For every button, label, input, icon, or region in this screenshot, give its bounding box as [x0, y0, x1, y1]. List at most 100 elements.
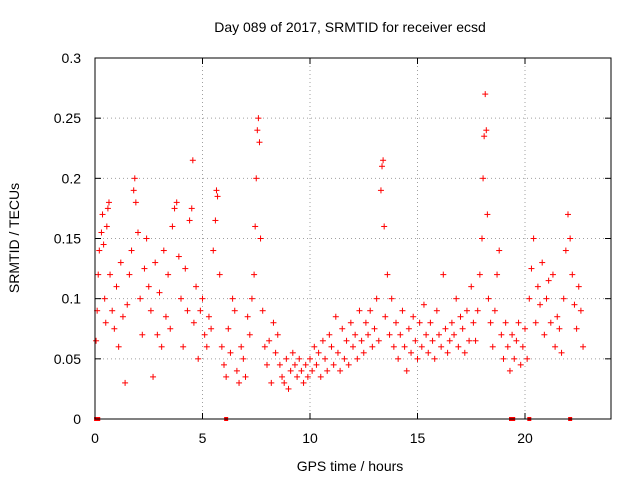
data-point [189, 157, 196, 164]
data-point [141, 265, 148, 272]
data-point [285, 385, 292, 392]
data-point [526, 295, 533, 302]
data-point [257, 235, 264, 242]
data-point [309, 367, 316, 374]
data-point [463, 307, 470, 314]
data-point [474, 307, 481, 314]
data-point [444, 349, 451, 356]
data-point [261, 343, 268, 350]
data-point [223, 373, 230, 380]
data-point [489, 343, 496, 350]
data-point [210, 247, 217, 254]
data-point [375, 337, 382, 344]
data-point [98, 229, 105, 236]
data-point [390, 343, 397, 350]
data-point [165, 271, 172, 278]
data-point [569, 271, 576, 278]
data-point [147, 307, 154, 314]
y-tick-label: 0.3 [62, 50, 82, 66]
plot-frame [94, 57, 612, 420]
data-point [201, 331, 208, 338]
data-point [487, 319, 494, 326]
data-point [248, 295, 255, 302]
data-point [401, 343, 408, 350]
data-point [313, 361, 320, 368]
data-point [150, 373, 157, 380]
data-point [233, 367, 240, 374]
x-axis-label: GPS time / hours [297, 458, 404, 474]
data-point [180, 343, 187, 350]
data-point [580, 343, 587, 350]
data-point [188, 205, 195, 212]
data-point [279, 373, 286, 380]
data-point [298, 367, 305, 374]
data-point [494, 271, 501, 278]
data-point [416, 319, 423, 326]
data-point [264, 361, 270, 368]
data-point [99, 211, 106, 218]
data-point [190, 319, 197, 326]
data-point [429, 337, 436, 344]
x-tick-label: 20 [517, 430, 533, 446]
data-point [266, 337, 273, 344]
data-points [93, 91, 587, 421]
data-point [537, 301, 544, 308]
data-point [242, 373, 249, 380]
data-point [221, 361, 227, 368]
data-point [500, 355, 507, 362]
data-point [360, 349, 367, 356]
data-point [145, 283, 152, 290]
data-point [453, 295, 460, 302]
data-point [193, 283, 200, 290]
data-point [167, 325, 174, 332]
data-point [119, 313, 126, 320]
data-point [496, 247, 503, 254]
data-point [545, 277, 552, 284]
data-point [552, 343, 559, 350]
data-point [152, 259, 159, 266]
data-point [472, 337, 479, 344]
data-point [158, 343, 165, 350]
data-point [341, 355, 348, 362]
data-point [272, 349, 279, 356]
data-point [420, 301, 427, 308]
data-point [556, 325, 563, 332]
data-point [498, 331, 505, 338]
data-point [103, 223, 110, 230]
data-point [384, 271, 391, 278]
y-axis-label: SRMTID / TECUs [6, 183, 22, 293]
data-point [575, 283, 582, 290]
data-point [485, 295, 492, 302]
data-point [100, 241, 107, 248]
data-point [436, 331, 442, 338]
data-point [448, 319, 455, 326]
data-point [96, 247, 103, 254]
data-point [377, 187, 384, 194]
data-point [169, 223, 176, 230]
data-point [577, 307, 584, 314]
data-point [105, 199, 112, 206]
data-point [259, 307, 266, 314]
data-point [122, 379, 129, 386]
data-point [281, 379, 288, 386]
data-point [433, 307, 440, 314]
data-point [395, 355, 402, 362]
data-point [382, 313, 389, 320]
data-point [231, 307, 238, 314]
data-point [195, 355, 202, 362]
data-point [101, 295, 108, 302]
data-point [238, 343, 245, 350]
data-point [381, 223, 388, 230]
data-point [128, 247, 135, 254]
data-point [367, 307, 374, 314]
data-point [289, 349, 296, 356]
data-point [571, 301, 578, 308]
data-point [343, 337, 350, 344]
data-point [317, 373, 324, 380]
data-point [511, 355, 518, 362]
data-point [560, 295, 567, 302]
data-point [541, 331, 548, 338]
data-point [229, 295, 236, 302]
data-point [131, 175, 138, 182]
data-point [532, 319, 539, 326]
